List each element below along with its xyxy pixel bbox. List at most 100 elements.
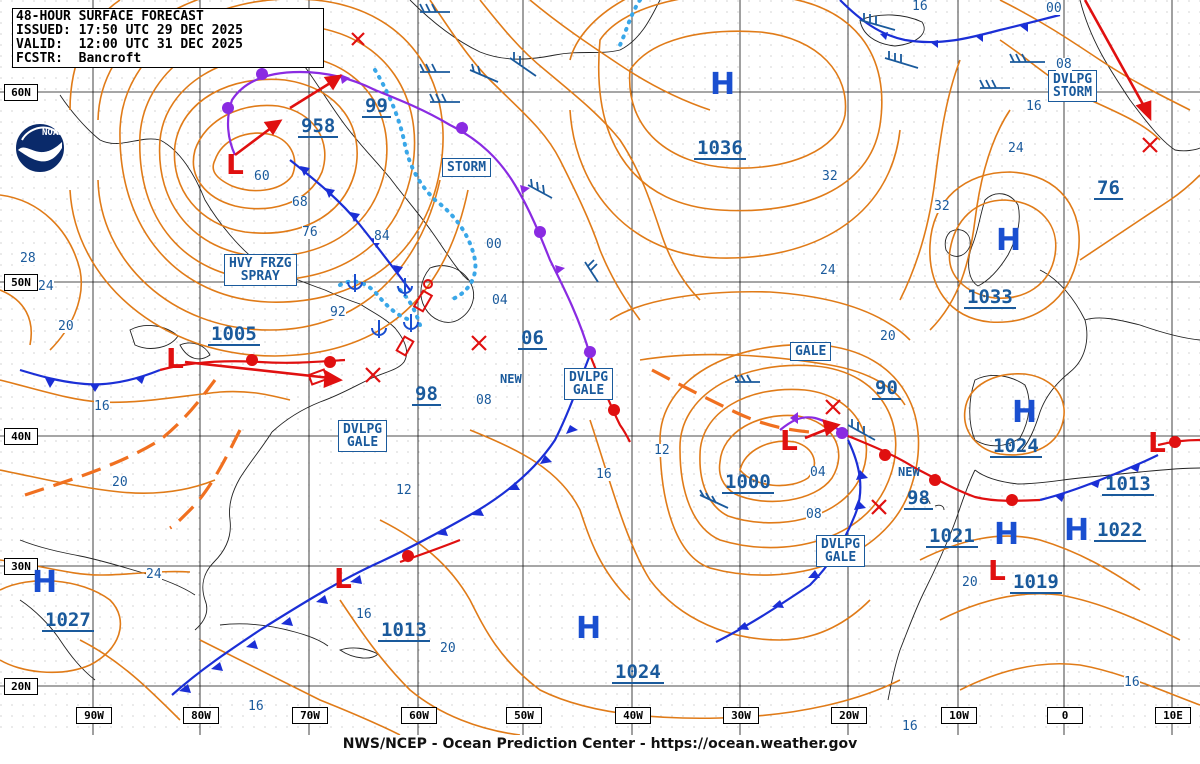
isobar-label: 20 xyxy=(112,475,128,490)
pressure-value: 1019 xyxy=(1010,572,1062,594)
lat-label: 40N xyxy=(4,428,38,445)
isobar-e5 xyxy=(1079,174,1200,261)
isobar-label: 24 xyxy=(820,263,836,278)
isobar-label: 92 xyxy=(330,305,346,320)
lon-label: 10W xyxy=(941,707,977,724)
low-pressure-center: L xyxy=(334,562,352,595)
map-canvas xyxy=(0,0,1200,735)
warning-developing-gale: DVLPG GALE xyxy=(564,368,614,400)
coast-labrador xyxy=(299,59,469,281)
isobar-20-sw xyxy=(379,519,901,720)
front-symbols xyxy=(45,24,1181,693)
isobar-24 xyxy=(569,0,901,259)
lat-label: 50N xyxy=(4,274,38,291)
pressure-value: 1024 xyxy=(612,662,664,684)
isobar-label: 16 xyxy=(248,699,264,714)
isobar-2 xyxy=(479,0,701,301)
isobar-low-3 xyxy=(173,78,358,234)
trough-2 xyxy=(169,429,242,530)
isobar-label: 20 xyxy=(962,575,978,590)
isobar-3 xyxy=(529,0,711,111)
warning-developing-gale: DVLPG GALE xyxy=(816,535,866,567)
pressure-value: 1027 xyxy=(42,610,94,632)
isobar-1033 xyxy=(948,199,1057,299)
isobar-20 xyxy=(609,290,911,341)
lon-label: 70W xyxy=(292,707,328,724)
trough-3 xyxy=(651,368,811,434)
isobar-label: 32 xyxy=(934,199,950,214)
lon-label: 90W xyxy=(76,707,112,724)
isobar-1024-e xyxy=(963,373,1065,456)
cold-front-2 xyxy=(171,354,592,696)
pressure-value: 1000 xyxy=(722,472,774,494)
occluded-front-1 xyxy=(226,70,592,356)
isobar-se3 xyxy=(959,662,1200,706)
isobar-label: 16 xyxy=(596,467,612,482)
isobar-label: 08 xyxy=(806,507,822,522)
pressure-value: 98 xyxy=(412,384,441,406)
isobar-w4 xyxy=(0,469,216,495)
isobar-e2 xyxy=(929,109,1011,331)
isobar-label: 76 xyxy=(302,225,318,240)
isobar-e1 xyxy=(899,59,961,301)
isobar-label: 24 xyxy=(1008,141,1024,156)
coast-gulf xyxy=(19,539,196,681)
noaa-logo-text: NOAA xyxy=(42,128,64,138)
isobar-16 xyxy=(469,429,631,601)
isobar-label: 16 xyxy=(1124,675,1140,690)
isobar-label: 04 xyxy=(810,465,826,480)
pressure-value: 1036 xyxy=(694,138,746,160)
isobar-se2 xyxy=(939,592,1181,641)
lon-label: 50W xyxy=(506,707,542,724)
isobar-low-2 xyxy=(192,104,326,210)
isobar-label: 20 xyxy=(58,319,74,334)
isobar-e4 xyxy=(999,0,1191,111)
isobar-1036 xyxy=(628,30,847,169)
low-pressure-center: L xyxy=(166,342,184,375)
isobar-mid-12 xyxy=(639,353,906,406)
coast-scandinavia xyxy=(1079,0,1200,152)
pressure-value: 76 xyxy=(1094,178,1123,200)
isobar-label: 60 xyxy=(254,169,270,184)
high-pressure-center: H xyxy=(994,517,1020,552)
pressure-value: 1021 xyxy=(926,526,978,548)
isobar-s1 xyxy=(199,639,401,735)
low-track-marks xyxy=(351,32,1158,515)
pressure-value: 06 xyxy=(518,328,547,350)
lon-label: 0 xyxy=(1047,707,1083,724)
low-pressure-center: L xyxy=(1148,426,1166,459)
forecaster: FCSTR: Bancroft xyxy=(16,51,142,66)
footer-credit: NWS/NCEP - Ocean Prediction Center - htt… xyxy=(342,736,858,752)
high-pressure-center: H xyxy=(1012,395,1038,430)
isobar-label: 84 xyxy=(374,229,390,244)
warning-gale: GALE xyxy=(790,342,832,361)
freezing-spray-symbols xyxy=(347,274,419,338)
isobar-label: 12 xyxy=(654,443,670,458)
warning-heavy-freezing-spray: HVY FRZG SPRAY xyxy=(224,254,297,286)
graticule xyxy=(0,0,1200,735)
isobar-1000-core xyxy=(739,440,816,487)
valid-time: VALID: 12:00 UTC 31 DEC 2025 xyxy=(16,37,243,52)
pressure-value: 1033 xyxy=(964,287,1016,309)
cold-front-ne xyxy=(839,0,1061,44)
isobar-label: 00 xyxy=(486,237,502,252)
isobar-label: 32 xyxy=(822,169,838,184)
lon-label: 80W xyxy=(183,707,219,724)
low-pressure-center: L xyxy=(988,554,1006,587)
forecast-title: 48-HOUR SURFACE FORECAST xyxy=(16,9,204,24)
isobar-label: 16 xyxy=(902,719,918,734)
high-pressure-center: H xyxy=(996,223,1022,258)
isobar-label: 28 xyxy=(20,251,36,266)
pressure-value: 90 xyxy=(872,378,901,400)
isobar-label: 16 xyxy=(1026,99,1042,114)
coast-canaries xyxy=(919,498,945,511)
high-pressure-center: H xyxy=(576,611,602,646)
isobar-32 xyxy=(598,0,883,212)
forecast-header: 48-HOUR SURFACE FORECAST ISSUED: 17:50 U… xyxy=(12,8,324,68)
noaa-logo xyxy=(14,122,66,174)
warning-developing-gale: DVLPG GALE xyxy=(338,420,388,452)
trough-1 xyxy=(24,379,217,497)
ice-edge xyxy=(338,0,642,327)
high-pressure-center: H xyxy=(710,67,736,102)
isobar-1000-4 xyxy=(679,364,897,549)
